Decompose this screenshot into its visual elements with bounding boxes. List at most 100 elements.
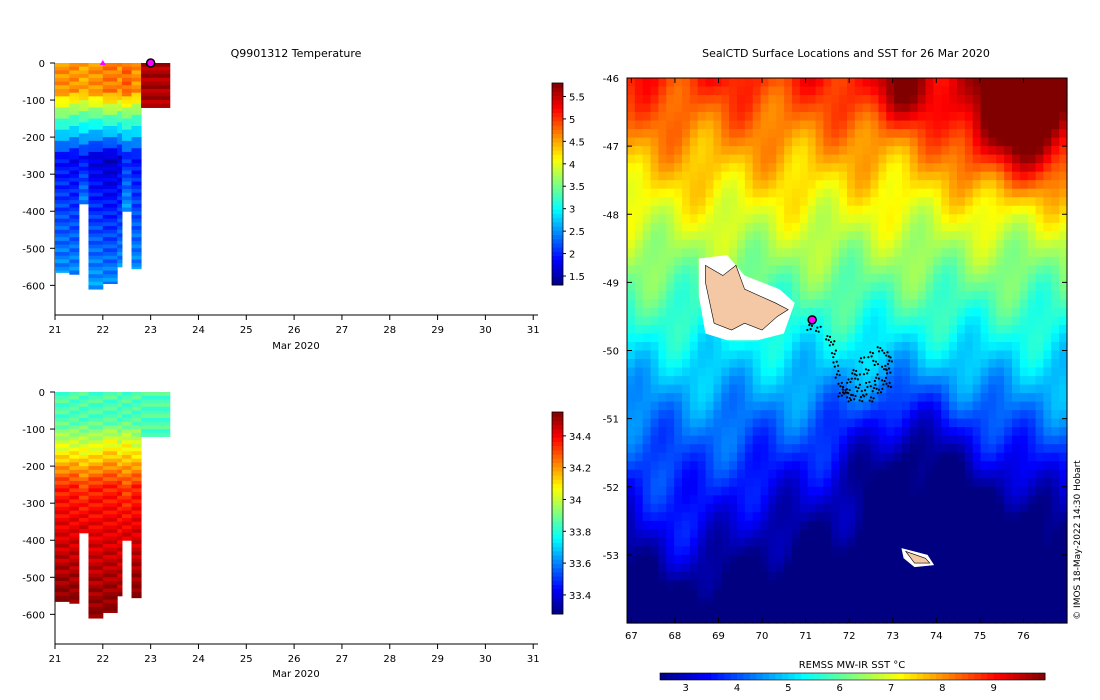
sst-cell <box>894 359 903 369</box>
sst-cell <box>768 452 777 462</box>
sst-cell <box>682 393 691 403</box>
profile-cell <box>88 218 104 223</box>
sst-cell <box>729 597 738 607</box>
profile-cell <box>88 417 104 423</box>
colorbar-tick-label: 34 <box>569 495 582 506</box>
sst-cell <box>972 95 982 105</box>
sst-cell <box>713 163 722 173</box>
sst-cell <box>980 154 990 164</box>
sst-colorbar-segment <box>756 673 764 680</box>
sst-cell <box>713 418 722 428</box>
sst-cell <box>752 239 762 249</box>
sst-cell <box>1019 137 1029 147</box>
profile-cell <box>121 174 133 179</box>
sst-cell <box>831 444 840 454</box>
profile-cell <box>102 610 118 613</box>
sst-cell <box>1059 316 1068 326</box>
sst-cell <box>792 597 801 607</box>
colorbar-segment <box>552 433 563 438</box>
track-point <box>834 376 837 379</box>
sst-cell <box>721 588 730 599</box>
sst-cell <box>744 393 754 403</box>
sst-cell <box>831 580 840 590</box>
profile-cell <box>117 118 123 123</box>
sst-cell <box>776 444 785 454</box>
sst-cell <box>878 154 887 164</box>
sst-cell <box>964 444 974 454</box>
profile-cell <box>55 429 70 434</box>
profile-cell <box>141 417 171 423</box>
sst-cell <box>894 171 903 181</box>
profile-cell <box>55 155 70 160</box>
sst-cell <box>744 350 754 360</box>
sst-cell <box>839 154 848 164</box>
sst-cell <box>642 469 652 479</box>
sst-cell <box>627 563 636 573</box>
sst-cell <box>1004 222 1013 232</box>
sst-cell <box>1043 273 1052 283</box>
sst-cell <box>1043 359 1052 369</box>
colorbar-segment <box>552 276 563 282</box>
sst-cell <box>792 571 801 582</box>
profile-cell <box>121 81 133 86</box>
sst-cell <box>972 503 982 513</box>
profile-cell <box>78 403 89 408</box>
sst-cell <box>933 444 942 454</box>
sst-cell <box>941 350 950 360</box>
track-point <box>827 339 830 342</box>
profile-cell <box>121 92 133 97</box>
sst-cell <box>847 316 856 326</box>
sst-cell <box>721 112 730 122</box>
colorbar-segment <box>552 462 563 468</box>
sst-cell <box>768 256 777 266</box>
sst-cell <box>878 359 887 369</box>
sst-cell <box>689 486 699 496</box>
profile-cell <box>78 96 89 101</box>
sst-cell <box>1035 129 1045 139</box>
sst-cell <box>1027 605 1037 616</box>
sst-cell <box>980 282 990 292</box>
sst-cell <box>1027 588 1037 599</box>
sst-cell <box>831 341 840 352</box>
sst-cell <box>1043 512 1052 522</box>
sst-cell <box>729 427 738 437</box>
profile-cell <box>131 155 142 160</box>
sst-cell <box>980 146 990 156</box>
sst-cell <box>807 95 817 105</box>
sst-cell <box>949 103 958 113</box>
sst-cell <box>1004 146 1013 156</box>
sst-cell <box>1004 86 1013 96</box>
track-point <box>839 385 842 388</box>
sst-cell <box>784 384 793 394</box>
sst-cell <box>737 537 746 547</box>
profile-cell <box>55 96 70 101</box>
profile-cell <box>88 458 104 463</box>
profile-cell <box>102 414 118 419</box>
sst-cell <box>744 614 754 624</box>
sst-cell <box>752 478 762 488</box>
sst-cell <box>902 384 911 394</box>
sst-cell <box>815 427 825 437</box>
sst-cell <box>792 120 801 130</box>
sst-cell <box>776 546 785 556</box>
sst-cell <box>682 146 691 156</box>
sst-cell <box>784 273 793 283</box>
sst-cell <box>933 256 942 266</box>
profile-cell <box>117 255 123 260</box>
sst-cell <box>941 146 950 156</box>
track-point <box>869 396 873 399</box>
sst-cell <box>713 486 722 496</box>
sst-cell <box>847 154 856 164</box>
sst-cell <box>902 486 911 496</box>
sst-cell <box>713 188 722 198</box>
sst-cell <box>768 120 777 130</box>
sst-cell <box>831 197 840 207</box>
sst-cell <box>713 563 722 573</box>
profile-cell <box>121 177 133 183</box>
profile-cell <box>102 495 118 500</box>
sst-cell <box>1019 486 1029 496</box>
profile-cell <box>131 455 142 460</box>
sst-cell <box>1035 137 1045 147</box>
profile-cell <box>69 566 80 571</box>
sst-cell <box>784 316 793 326</box>
